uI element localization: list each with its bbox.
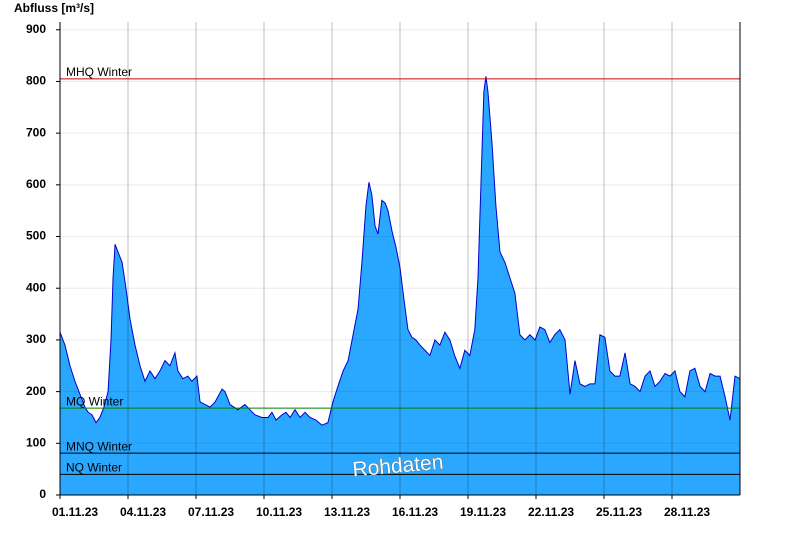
y-tick-label: 700	[26, 125, 46, 139]
y-tick-label: 900	[26, 22, 46, 36]
reference-label: MNQ Winter	[66, 439, 132, 453]
x-tick-label: 16.11.23	[392, 505, 438, 519]
reference-label: MQ Winter	[66, 394, 123, 408]
x-tick-label: 01.11.23	[52, 505, 98, 519]
y-tick-label: 400	[26, 280, 46, 294]
area	[60, 76, 740, 495]
y-tick-label: 200	[26, 384, 46, 398]
x-tick-label: 13.11.23	[324, 505, 370, 519]
x-tick-label: 04.11.23	[120, 505, 166, 519]
x-tick-label: 22.11.23	[528, 505, 574, 519]
x-tick-label: 19.11.23	[460, 505, 506, 519]
area-line	[59, 76, 741, 426]
y-tick-label: 0	[39, 487, 46, 501]
x-tick-label: 25.11.23	[596, 505, 642, 519]
reference-label: MHQ Winter	[66, 65, 132, 79]
x-tick-label: 10.11.23	[256, 505, 302, 519]
y-axis-label: Abfluss [m³/s]	[14, 1, 94, 15]
y-tick-label: 600	[26, 177, 46, 191]
x-tick-label: 28.11.23	[664, 505, 710, 519]
y-tick-label: 300	[26, 332, 46, 346]
y-tick-label: 100	[26, 435, 46, 449]
reference-label: NQ Winter	[66, 460, 122, 474]
x-tick-label: 07.11.23	[188, 505, 234, 519]
y-tick-label: 800	[26, 74, 46, 88]
y-tick-label: 500	[26, 229, 46, 243]
